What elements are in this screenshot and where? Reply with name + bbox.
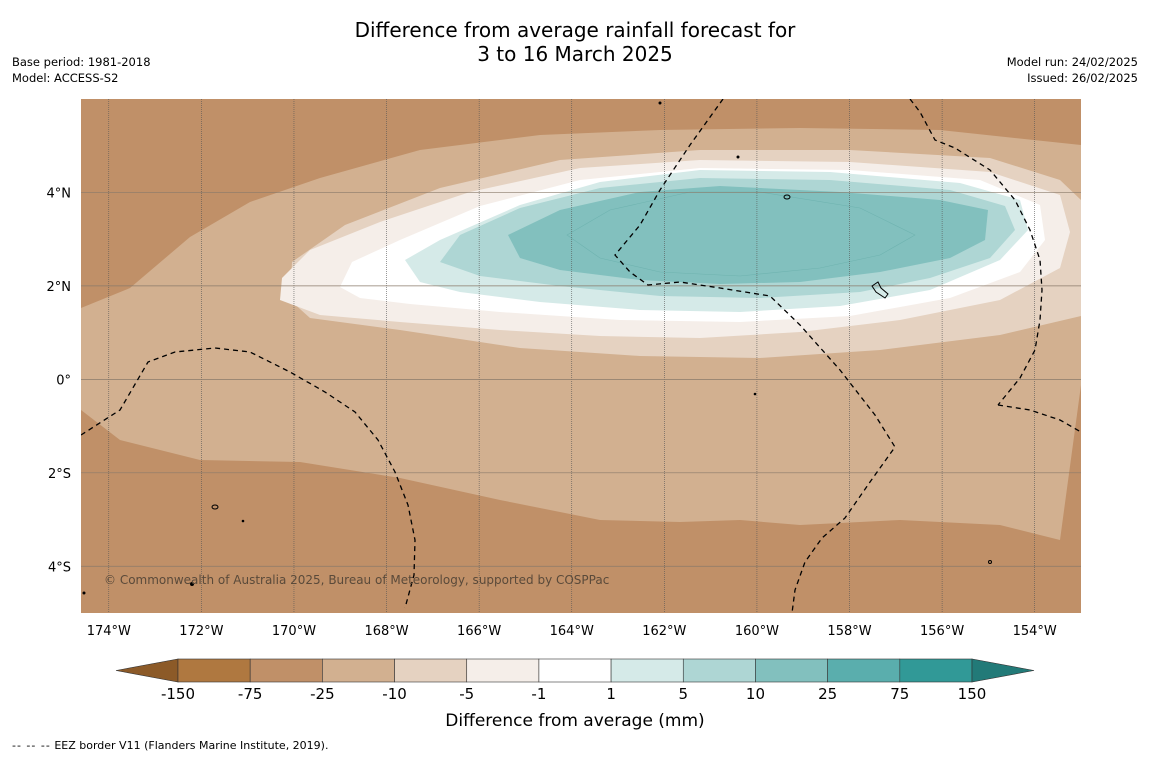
colorbar-low-extend xyxy=(115,658,179,683)
colorbar-tick-label: -5 xyxy=(459,685,474,703)
eez-border-a xyxy=(614,99,896,613)
colorbar-swatch xyxy=(899,658,973,683)
colorbar-tick-label: -75 xyxy=(238,685,263,703)
island-h xyxy=(753,392,757,396)
parallel-gridlines xyxy=(81,192,1081,567)
island-f xyxy=(658,101,662,105)
colorbar-swatch xyxy=(682,658,756,683)
title-line-1: Difference from average rainfall forecas… xyxy=(354,18,796,42)
latitude-label: 2°N xyxy=(47,280,72,295)
islands xyxy=(82,101,992,595)
colorbar-swatch xyxy=(610,658,684,683)
longitude-label: 166°W xyxy=(457,624,501,639)
longitude-label: 168°W xyxy=(364,624,408,639)
colorbar-high-extend xyxy=(971,658,1035,683)
longitude-label: 172°W xyxy=(179,624,223,639)
colorbar-title: Difference from average (mm) xyxy=(445,711,704,731)
colorbar-tick-label: 150 xyxy=(958,685,987,703)
longitude-label: 156°W xyxy=(920,624,964,639)
latitude-label: 0° xyxy=(56,373,71,388)
colorbar-tick-label: 10 xyxy=(746,685,765,703)
latitude-label: 4°S xyxy=(48,560,71,575)
eez-border-d xyxy=(81,347,416,609)
colorbar-swatch xyxy=(322,658,395,683)
model-run-text: Model run: 24/02/2025 xyxy=(1006,55,1138,69)
longitude-label: 154°W xyxy=(1013,624,1057,639)
colorbar-tick-label: -10 xyxy=(382,685,407,703)
eez-dash-symbol: -- -- -- xyxy=(12,739,51,752)
eez-border-b xyxy=(909,99,1043,406)
colorbar-tick-label: 1 xyxy=(606,685,616,703)
longitude-label: 164°W xyxy=(550,624,594,639)
copyright-notice: © Commonwealth of Australia 2025, Bureau… xyxy=(104,573,609,587)
colorbar-swatch xyxy=(755,658,828,683)
colorbar-swatch xyxy=(538,658,612,683)
eez-legend-text: EEZ border V11 (Flanders Marine Institut… xyxy=(54,739,329,752)
island-e xyxy=(988,560,992,564)
island-b xyxy=(871,281,889,299)
colorbar-swatch xyxy=(177,658,251,683)
colorbar-tick-label: -1 xyxy=(531,685,546,703)
latitude-tick-labels: 4°N 2°N 0° 2°S 4°S xyxy=(47,186,72,575)
island-j xyxy=(82,591,86,595)
issued-text: Issued: 26/02/2025 xyxy=(1027,71,1138,85)
colorbar-tick-label: 25 xyxy=(818,685,837,703)
island-g xyxy=(736,155,740,159)
map-panel: © Commonwealth of Australia 2025, Bureau… xyxy=(81,99,1081,613)
colorbar-swatch xyxy=(249,658,323,683)
island-i xyxy=(241,519,245,523)
model-run-info: Model run: 24/02/2025 Issued: 26/02/2025 xyxy=(1007,54,1138,86)
eez-border-c xyxy=(997,404,1081,433)
longitude-label: 174°W xyxy=(87,624,131,639)
latitude-label: 4°N xyxy=(47,186,72,201)
base-period-text: Base period: 1981-2018 xyxy=(12,55,151,69)
contour-core xyxy=(566,191,916,277)
latitude-label: 2°S xyxy=(48,467,71,482)
longitude-label: 170°W xyxy=(272,624,316,639)
island-a xyxy=(783,194,791,200)
meridian-gridlines xyxy=(108,99,1036,613)
title-line-2: 3 to 16 March 2025 xyxy=(477,42,673,66)
colorbar-tick-label: -150 xyxy=(161,685,195,703)
model-text: Model: ACCESS-S2 xyxy=(12,71,119,85)
colorbar-swatch xyxy=(466,658,540,683)
island-c xyxy=(211,504,219,510)
longitude-label: 162°W xyxy=(642,624,686,639)
eez-borders xyxy=(81,99,1081,613)
longitude-label: 158°W xyxy=(827,624,871,639)
colorbar-tick-label: 75 xyxy=(890,685,909,703)
colorbar-swatch xyxy=(394,658,468,683)
colorbar-tick-label: -25 xyxy=(310,685,335,703)
colorbar-tick-label: 5 xyxy=(678,685,688,703)
base-period-info: Base period: 1981-2018 Model: ACCESS-S2 xyxy=(12,54,151,86)
island-d xyxy=(190,582,194,586)
colorbar-swatch xyxy=(827,658,901,683)
map-title: Difference from average rainfall forecas… xyxy=(0,18,1150,66)
longitude-tick-labels: 174°W 172°W 170°W 168°W 166°W 164°W 162°W 160°W… xyxy=(87,624,1057,639)
colorbar: -150 -75 -25 -10 -5 -1 1 5 10 25 75 150 xyxy=(115,658,1035,703)
longitude-label: 160°W xyxy=(735,624,779,639)
eez-legend: -- -- -- EEZ border V11 (Flanders Marine… xyxy=(12,739,328,752)
